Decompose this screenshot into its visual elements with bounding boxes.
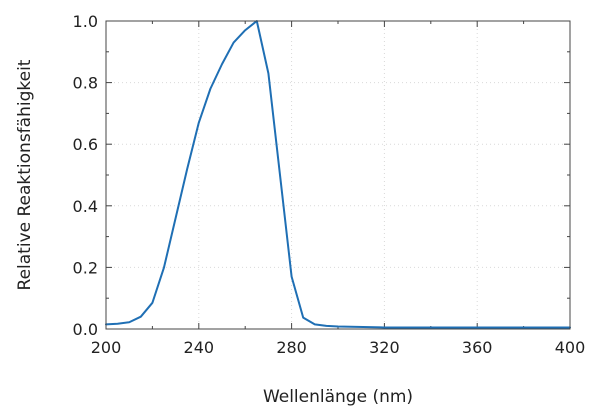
x-tick-label: 360 (462, 338, 493, 357)
x-tick-label: 200 (91, 338, 122, 357)
y-tick-label: 0.8 (73, 74, 98, 93)
x-tick-label: 320 (369, 338, 400, 357)
plot-frame (105, 20, 571, 330)
series-layer (105, 20, 571, 329)
y-axis-label: Relative Reaktionsfähigkeit (15, 59, 35, 290)
y-tick-label: 0.4 (73, 197, 98, 216)
y-tick-label: 0.2 (73, 258, 98, 277)
x-tick-label: 240 (184, 338, 215, 357)
series-line-0 (105, 20, 571, 329)
x-tick-label: 400 (555, 338, 586, 357)
x-axis-label: Wellenlänge (nm) (263, 387, 413, 407)
y-tick-label: 0.0 (73, 320, 98, 339)
x-tick-labels: 200 240 280 320 360 400 (91, 338, 586, 357)
y-tick-labels: 0.0 0.2 0.4 0.6 0.8 1.0 (73, 12, 98, 339)
y-tick-label: 0.6 (73, 135, 98, 154)
axis-ticks (105, 20, 571, 330)
grid-lines (106, 21, 570, 329)
y-tick-label: 1.0 (73, 12, 98, 31)
x-tick-label: 280 (276, 338, 307, 357)
